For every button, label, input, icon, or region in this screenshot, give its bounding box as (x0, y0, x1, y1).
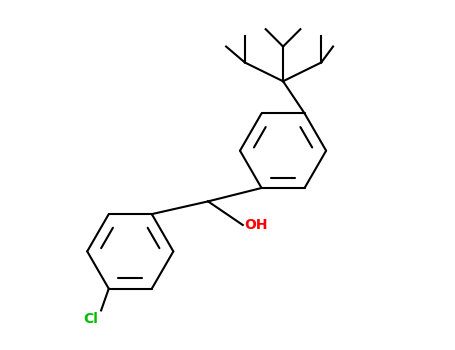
Text: Cl: Cl (83, 312, 98, 326)
Text: OH: OH (244, 218, 268, 232)
